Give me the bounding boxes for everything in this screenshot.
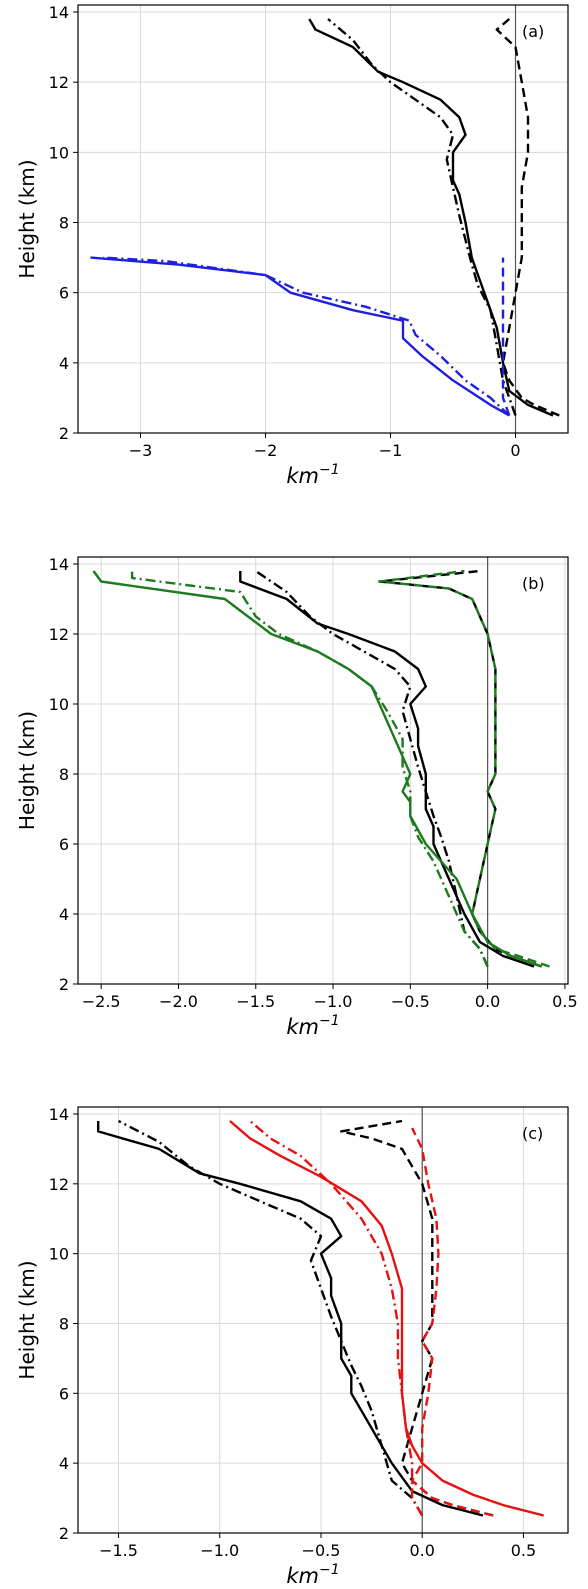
chart-panel: −1.5 −1.0 −0.5 0.0 0.5 2 4 6 8 10 12 14 (c) km−1 Heigh…	[15, 1105, 569, 1588]
axes-frame	[77, 556, 569, 985]
series-line	[249, 1120, 424, 1517]
x-tick-label: −0.5	[302, 1541, 341, 1560]
x-tick-label: −2.0	[159, 992, 198, 1011]
x-tick-label: 0.0	[475, 992, 500, 1011]
y-tick-label: 6	[59, 1384, 69, 1403]
y-tick-label: 8	[59, 765, 69, 784]
series-line	[255, 570, 489, 967]
y-tick-label: 2	[59, 1524, 69, 1543]
axes-frame	[77, 1106, 569, 1534]
x-tick-label: 0.5	[511, 1541, 536, 1560]
x-axis-label: km−1	[286, 462, 339, 488]
y-tick-label: 4	[59, 1454, 69, 1473]
x-tick-label: −0.5	[391, 992, 430, 1011]
y-tick-label: 12	[49, 73, 69, 92]
axes-frame	[77, 4, 569, 434]
series-line	[90, 256, 510, 417]
series-line	[102, 256, 511, 417]
x-tick-label: −2	[254, 441, 278, 460]
series-line	[501, 257, 511, 416]
y-tick-label: 14	[49, 1105, 69, 1124]
y-axis-label: Height (km)	[15, 159, 39, 278]
x-tick-label: −1.0	[200, 1541, 239, 1560]
y-tick-label: 6	[59, 835, 69, 854]
y-tick-label: 2	[59, 975, 69, 994]
x-tick-label: 0.5	[552, 992, 577, 1011]
series-line	[239, 571, 535, 968]
panel-label: (a)	[522, 22, 544, 41]
y-tick-label: 8	[59, 1314, 69, 1333]
y-tick-label: 10	[49, 143, 69, 162]
chart-panel: −3 −2 −1 0 2 4 6 8 10 12 14 (a) km−1 Height (km)	[15, 3, 569, 488]
y-tick-label: 8	[59, 214, 69, 233]
series-line	[117, 1119, 424, 1517]
x-tick-label: 0.0	[409, 1541, 434, 1560]
panel-label: (c)	[522, 1124, 543, 1143]
x-tick-label: −1.5	[236, 992, 275, 1011]
y-tick-label: 4	[59, 905, 69, 924]
panel-label: (b)	[522, 574, 545, 593]
y-tick-label: 4	[59, 354, 69, 373]
series-line	[378, 569, 550, 968]
y-tick-label: 10	[49, 695, 69, 714]
y-axis-label: Height (km)	[15, 1260, 39, 1379]
y-tick-label: 2	[59, 424, 69, 443]
y-tick-label: 12	[49, 625, 69, 644]
series-line	[92, 570, 543, 968]
series-line	[308, 18, 554, 417]
x-tick-label: −2.5	[82, 992, 121, 1011]
series-line	[130, 571, 489, 967]
y-axis-label: Height (km)	[15, 711, 39, 830]
x-tick-label: 0	[510, 441, 520, 460]
x-axis-label: km−1	[286, 1562, 339, 1588]
x-tick-label: −1.5	[99, 1541, 138, 1560]
y-tick-label: 10	[49, 1245, 69, 1264]
x-axis-label: km−1	[286, 1013, 339, 1039]
x-tick-label: −1.0	[314, 992, 353, 1011]
x-tick-label: −1	[379, 441, 403, 460]
series-line	[229, 1120, 544, 1517]
x-tick-label: −3	[129, 441, 153, 460]
series-line	[97, 1121, 484, 1517]
y-tick-label: 6	[59, 284, 69, 303]
y-tick-label: 12	[49, 1175, 69, 1194]
y-tick-label: 14	[49, 3, 69, 22]
series-line	[410, 1127, 494, 1517]
chart-panel: −2.5 −2.0 −1.5 −1.0 −0.5 0.0 0.5 2 4 6 8 10 12 14 (b) k…	[15, 555, 578, 1039]
y-tick-label: 14	[49, 555, 69, 574]
series-line	[495, 18, 560, 417]
